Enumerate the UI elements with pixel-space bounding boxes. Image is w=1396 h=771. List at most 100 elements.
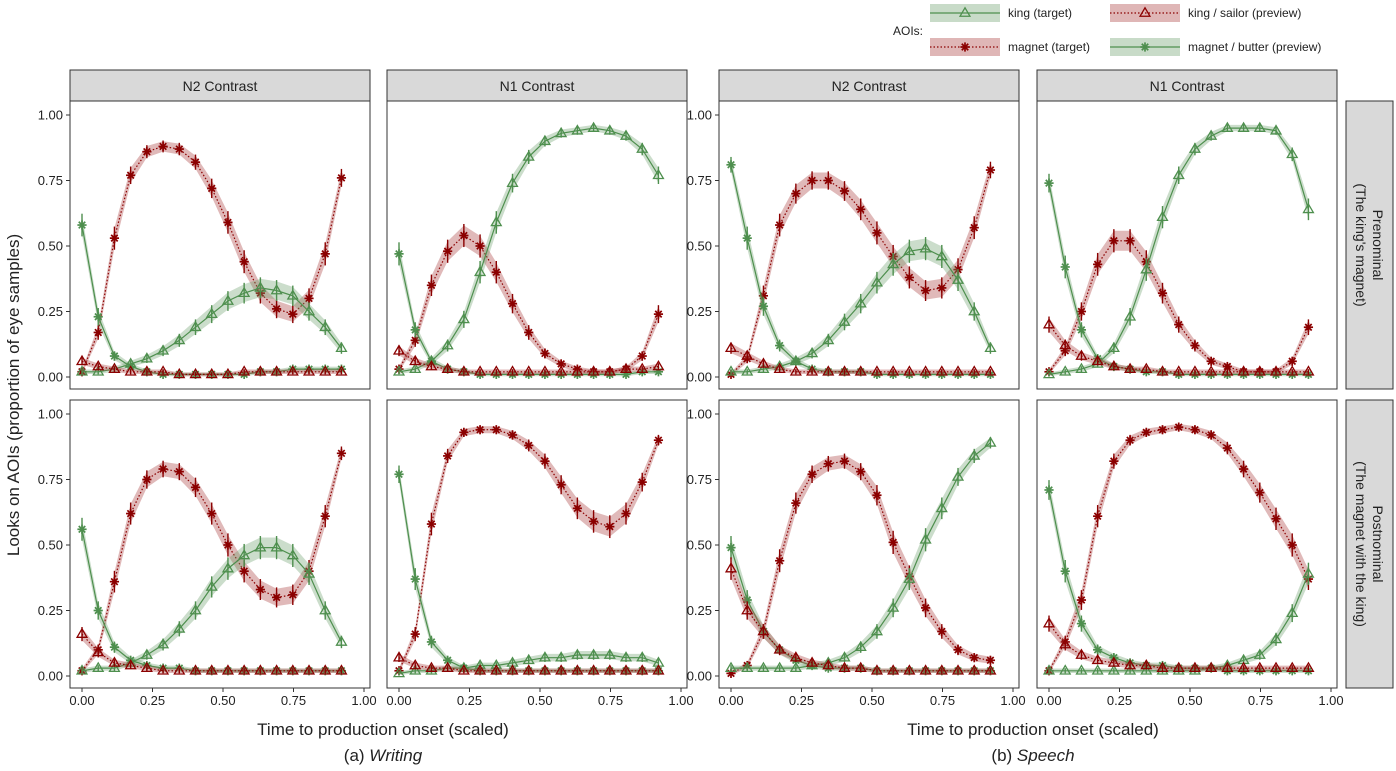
asterisk-stroke xyxy=(1077,325,1086,334)
data-point xyxy=(507,430,518,440)
data-point xyxy=(920,603,931,613)
data-point xyxy=(953,645,963,655)
data-point xyxy=(254,365,267,376)
legend-item: magnet / butter (preview) xyxy=(1110,38,1321,56)
data-point xyxy=(935,501,948,513)
asterisk-stroke xyxy=(143,475,151,484)
data-point xyxy=(587,365,600,376)
data-point xyxy=(441,661,454,673)
data-point xyxy=(870,365,884,376)
data-point xyxy=(189,604,202,615)
data-point xyxy=(288,309,298,319)
data-point xyxy=(603,664,616,675)
data-point xyxy=(1060,262,1070,272)
series xyxy=(726,453,996,678)
data-point xyxy=(475,241,485,251)
asterisk-stroke xyxy=(256,585,265,594)
data-point xyxy=(838,315,851,326)
x-tick-label: 0.00 xyxy=(69,693,94,708)
data-point xyxy=(1222,443,1232,453)
data-point xyxy=(555,365,568,376)
data-point xyxy=(238,365,251,376)
data-point xyxy=(887,365,900,376)
data-point xyxy=(951,273,965,284)
data-point xyxy=(1060,566,1070,576)
legend-key-marker xyxy=(1138,6,1152,17)
asterisk-stroke xyxy=(759,302,768,311)
y-tick-label: 0.00 xyxy=(687,669,712,684)
x-axis-title: Time to production onset (scaled) xyxy=(257,720,509,739)
data-point xyxy=(555,664,568,675)
data-point xyxy=(475,425,485,435)
data-point xyxy=(174,144,184,154)
panel-border xyxy=(69,399,371,689)
asterisk-stroke xyxy=(873,491,881,500)
data-point xyxy=(174,467,184,477)
row-strip-label: Postnominal(The magnet with the king) xyxy=(1353,461,1386,627)
x-tick-label: 1.00 xyxy=(668,693,693,708)
asterisk-stroke xyxy=(1272,514,1280,523)
data-point xyxy=(724,661,738,673)
data-point xyxy=(872,490,882,500)
data-point xyxy=(1172,661,1185,673)
legend-item: magnet (target) xyxy=(930,38,1090,56)
asterisk-stroke xyxy=(224,541,232,549)
data-point xyxy=(919,664,932,675)
data-point xyxy=(806,346,819,358)
panel-background xyxy=(70,101,370,389)
row-strip-title: Prenominal xyxy=(1370,210,1386,281)
series xyxy=(75,277,348,376)
asterisk-stroke xyxy=(224,218,232,227)
legend-item: king / sailor (preview) xyxy=(1110,4,1301,22)
x-tick-label: 0.25 xyxy=(789,693,814,708)
asterisk-stroke xyxy=(460,231,468,240)
series xyxy=(1044,229,1314,377)
data-point xyxy=(1188,661,1202,673)
x-tick-label: 0.00 xyxy=(386,693,411,708)
asterisk-stroke xyxy=(557,360,566,368)
data-point xyxy=(1303,322,1314,332)
data-point xyxy=(1172,168,1185,180)
asterisk-stroke xyxy=(427,281,436,290)
asterisk-stroke xyxy=(288,310,297,318)
asterisk-stroke xyxy=(476,425,484,434)
data-point xyxy=(789,651,802,662)
data-point xyxy=(1076,325,1087,335)
data-point xyxy=(1107,360,1120,371)
data-point xyxy=(854,297,867,308)
data-point xyxy=(1075,349,1088,360)
data-point xyxy=(652,664,665,675)
x-tick-label: 1.00 xyxy=(1318,693,1343,708)
data-point xyxy=(491,425,501,435)
data-point xyxy=(1157,288,1168,298)
data-point xyxy=(1042,318,1056,329)
data-point xyxy=(773,643,786,654)
data-point xyxy=(870,276,884,287)
data-point xyxy=(904,272,914,283)
data-point xyxy=(302,365,316,376)
x-tick-label: 0.50 xyxy=(527,693,552,708)
asterisk-stroke xyxy=(573,504,582,513)
series xyxy=(394,223,664,377)
data-point xyxy=(1221,121,1234,132)
data-point xyxy=(1302,661,1315,673)
data-point xyxy=(540,456,550,466)
data-point xyxy=(757,357,770,368)
caption-name: Speech xyxy=(1017,746,1075,765)
data-point xyxy=(839,186,850,196)
column-strip-label: N1 Contrast xyxy=(500,78,575,94)
data-point xyxy=(336,173,347,183)
data-point xyxy=(571,365,584,376)
data-point xyxy=(474,265,487,277)
asterisk-stroke xyxy=(638,352,647,360)
panel-caption: (b) Speech xyxy=(991,746,1074,765)
y-tick-label: 0.25 xyxy=(687,603,712,618)
data-point xyxy=(773,661,786,673)
data-point xyxy=(474,365,487,376)
data-point xyxy=(652,168,665,180)
row-strip xyxy=(1345,399,1394,689)
data-point xyxy=(255,584,265,595)
data-point xyxy=(1302,567,1315,578)
data-point xyxy=(75,664,89,675)
y-tick-label: 1.00 xyxy=(38,407,63,422)
